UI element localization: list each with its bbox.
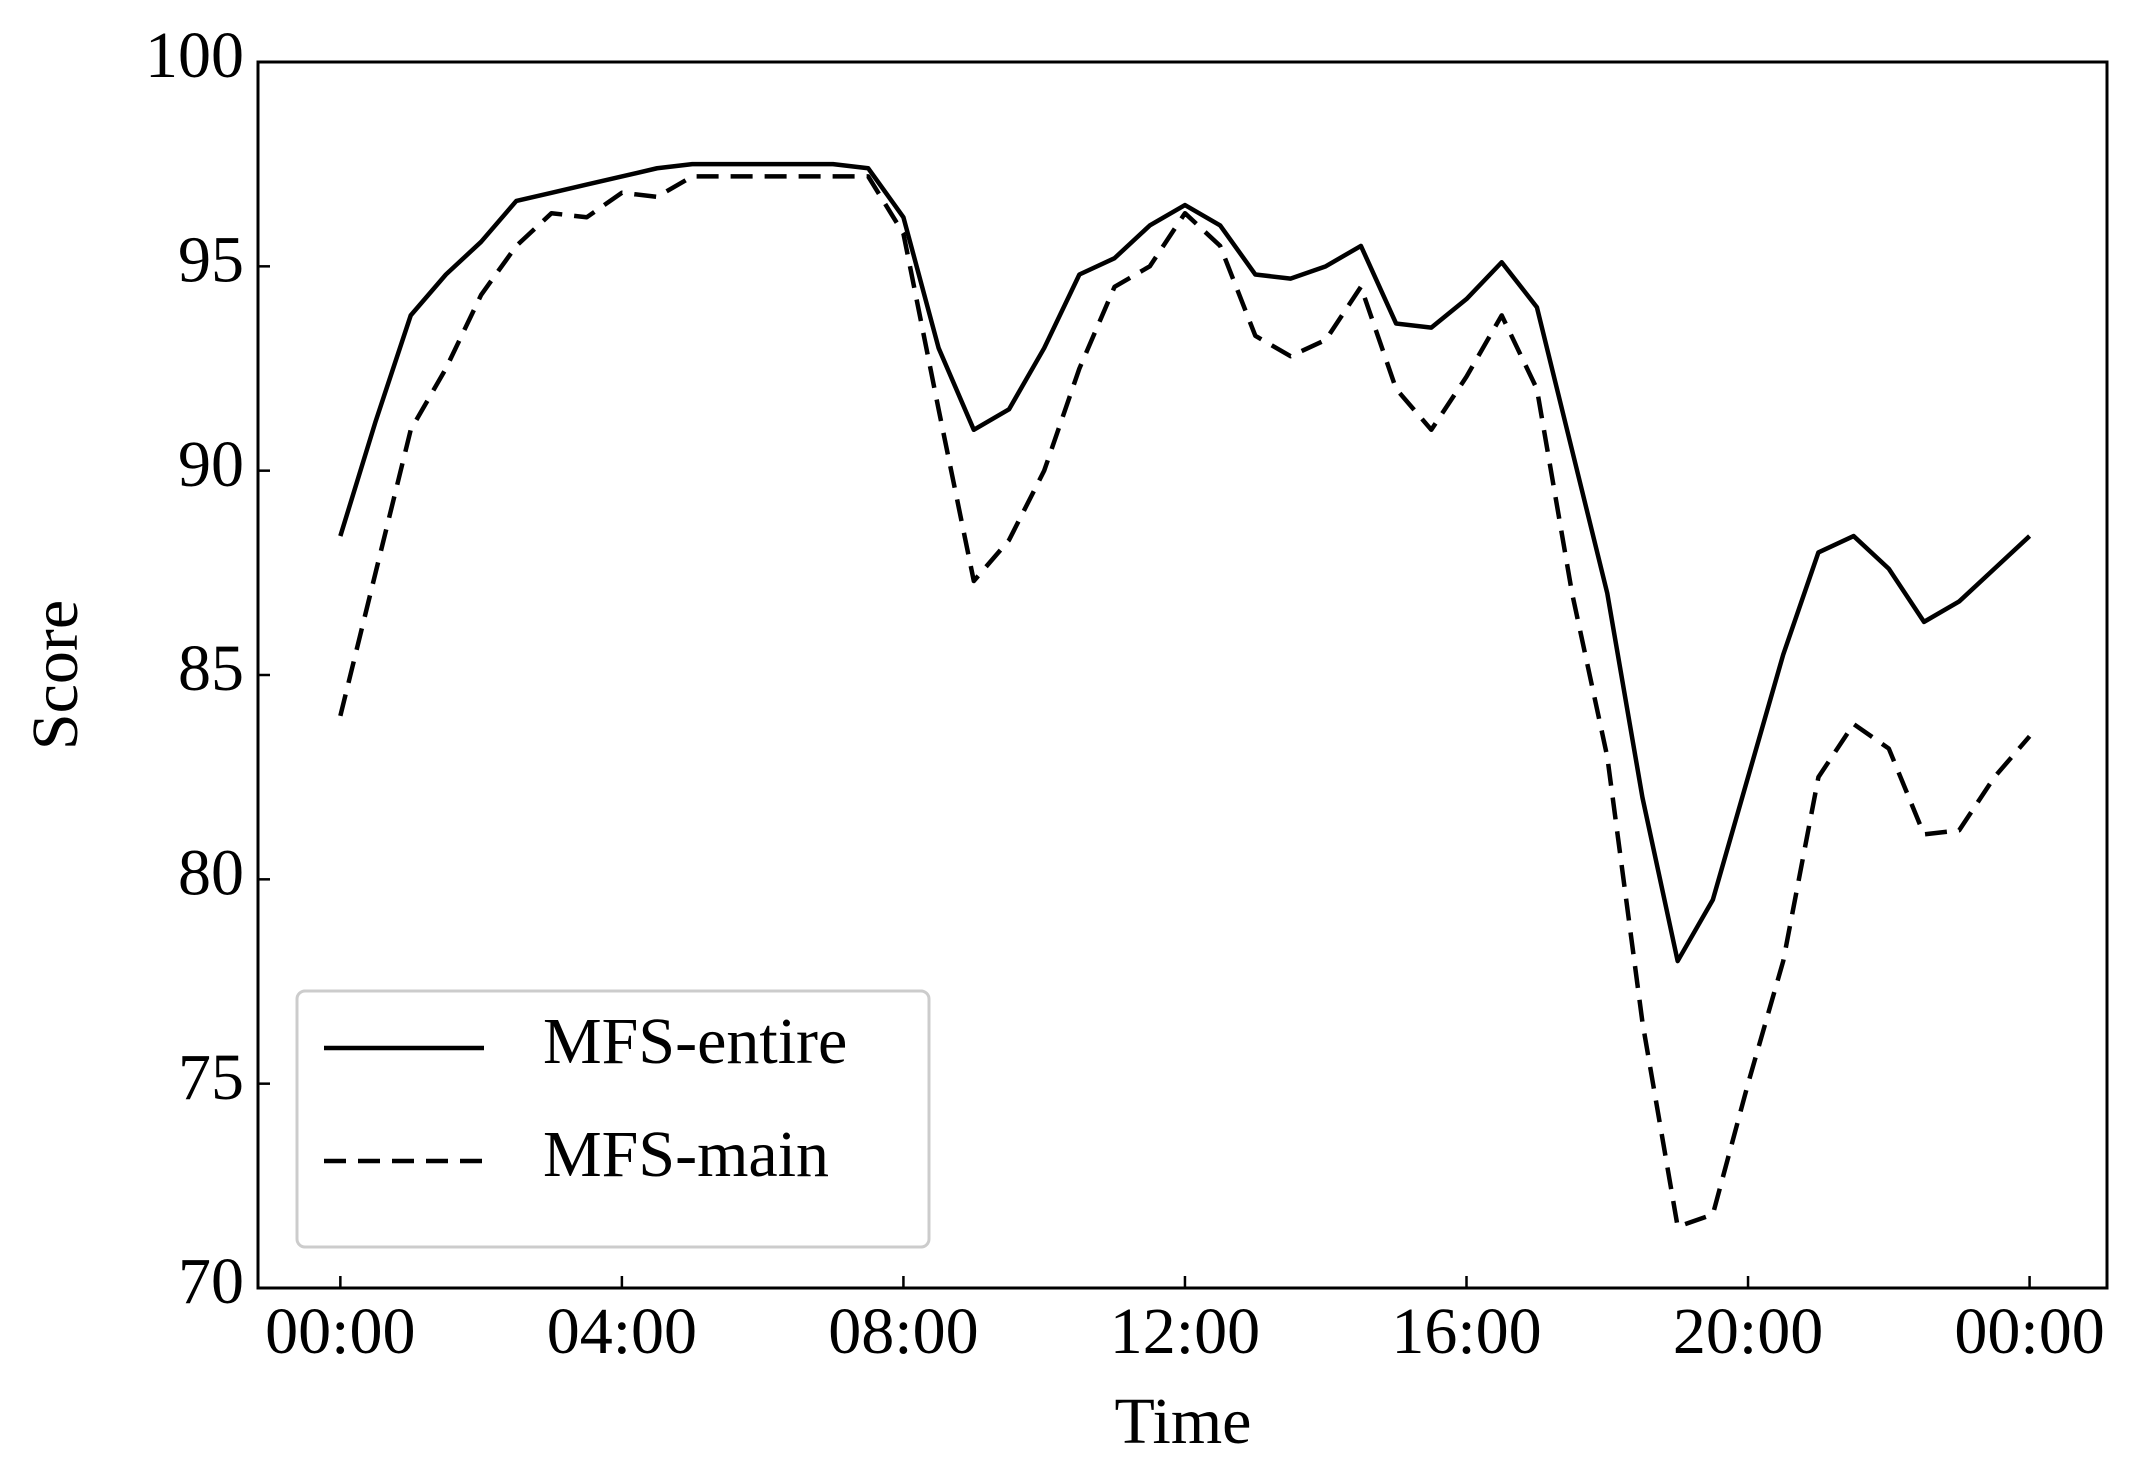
x-tick-label: 04:00 — [547, 1295, 697, 1368]
y-tick-label: 100 — [145, 19, 244, 92]
x-tick-label: 00:00 — [1954, 1295, 2104, 1368]
y-tick-label: 75 — [178, 1041, 244, 1114]
x-tick-label: 16:00 — [1391, 1295, 1541, 1368]
data-line — [338, 161, 2032, 964]
x-tick-label: 08:00 — [828, 1295, 978, 1368]
x-tick-label: 12:00 — [1110, 1295, 1260, 1368]
x-tick-label: 20:00 — [1673, 1295, 1823, 1368]
y-tick-label: 70 — [178, 1245, 244, 1318]
plot-frame — [256, 60, 2109, 1290]
x-axis-label: Time — [1115, 1385, 1252, 1458]
data-line — [338, 174, 2032, 1229]
y-tick-label: 80 — [178, 836, 244, 909]
legend-box — [295, 989, 931, 1249]
legend-label: MFS-main — [543, 1118, 829, 1191]
legend-label: MFS-entire — [543, 1005, 847, 1078]
y-tick-label: 85 — [178, 632, 244, 705]
x-tick-label: 00:00 — [265, 1295, 415, 1368]
y-axis-label: Score — [19, 600, 92, 750]
y-tick-label: 95 — [178, 223, 244, 296]
y-tick-label: 90 — [178, 428, 244, 501]
